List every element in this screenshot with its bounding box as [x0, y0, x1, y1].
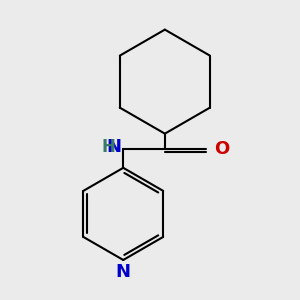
Text: N: N: [116, 263, 131, 281]
Text: H: H: [102, 138, 116, 156]
Text: N: N: [107, 138, 122, 156]
Text: O: O: [214, 140, 229, 158]
